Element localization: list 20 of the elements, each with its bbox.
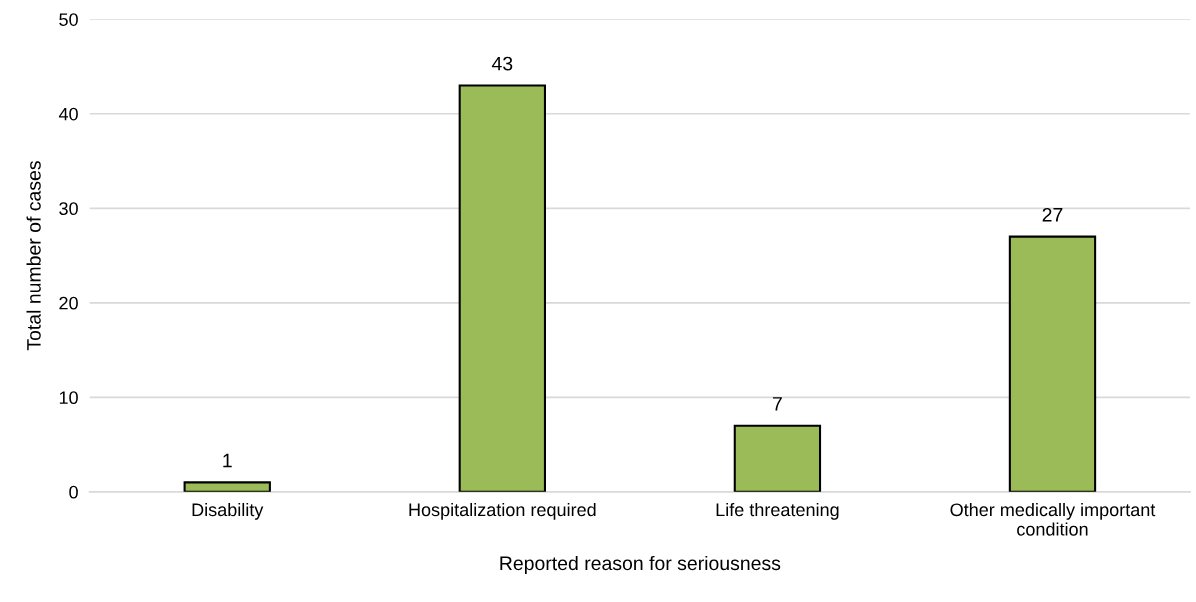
x-tick-label: Life threatening [716,502,839,520]
bar [183,481,271,492]
data-label: 43 [491,56,513,71]
data-label: 7 [772,397,782,411]
data-label: 27 [1042,207,1063,222]
x-axis-title: Reported reason for seriousness [500,555,781,575]
y-tick-label: 0 [69,485,78,499]
y-tick-label: 30 [59,202,78,216]
y-axis-title: Total number of cases [26,161,41,351]
x-tick-label: Hospitalization required [409,502,596,520]
x-tick-label: Disability [192,502,264,520]
y-tick-label: 10 [59,391,78,405]
x-tick-label: Other medically important condition [950,502,1156,536]
data-label: 1 [223,453,232,468]
bar [458,84,546,492]
y-tick-label: 20 [59,296,78,310]
y-tick-label: 40 [58,107,78,121]
y-tick-label: 50 [59,13,78,26]
bar [733,424,822,492]
bar [1008,235,1097,492]
